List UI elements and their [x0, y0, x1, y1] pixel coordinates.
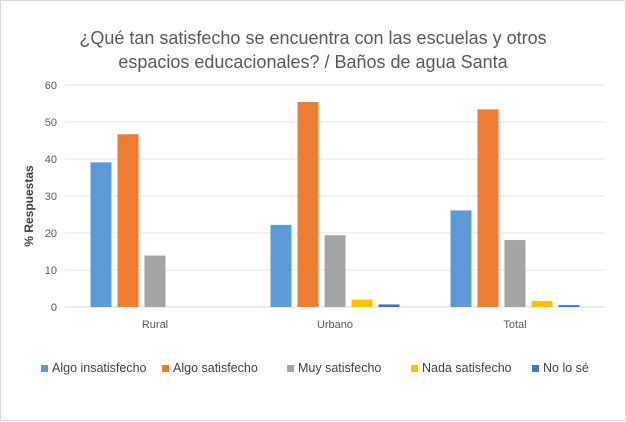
y-tick-label: 50: [45, 117, 57, 129]
bar-rural-3: [144, 255, 166, 307]
legend-swatch: [41, 365, 48, 372]
y-axis-ticks: 0 10 20 30 40 50 60: [45, 80, 57, 314]
bar-total-3: [504, 240, 526, 307]
bar-total-1: [450, 210, 472, 307]
legend-swatch: [287, 365, 294, 372]
y-tick-label: 20: [45, 228, 57, 240]
legend-label: Nada satisfecho: [422, 361, 512, 375]
bar-total-5: [558, 305, 580, 307]
x-axis-ticks: Rural Urbano Total: [142, 319, 527, 331]
legend: Algo insatisfecho Algo satisfecho Muy sati…: [41, 361, 589, 375]
legend-label: Muy satisfecho: [298, 361, 381, 375]
legend-swatch: [532, 365, 539, 372]
bar-rural-1: [90, 162, 112, 307]
bar-total-2: [477, 109, 499, 307]
bar-total-4: [531, 301, 553, 307]
bar-rural-2: [117, 134, 139, 307]
y-tick-label: 60: [45, 80, 57, 92]
legend-label: Algo insatisfecho: [52, 361, 147, 375]
x-tick-label: Urbano: [317, 319, 353, 331]
legend-swatch: [411, 365, 418, 372]
bar-urbano-1: [270, 224, 292, 307]
chart-title-line-2: espacios educacionales? / Baños de agua …: [118, 52, 508, 72]
legend-label: No lo sé: [543, 361, 589, 375]
x-tick-label: Rural: [142, 319, 168, 331]
y-tick-label: 0: [51, 302, 57, 314]
bar-urbano-2: [297, 102, 319, 308]
x-tick-label: Total: [503, 319, 526, 331]
chart-title-line-1: ¿Qué tan satisfecho se encuentra con las…: [79, 28, 546, 48]
legend-label: Algo satisfecho: [173, 361, 258, 375]
bar-urbano-4: [351, 299, 373, 307]
bars: [90, 102, 580, 308]
y-tick-label: 40: [45, 154, 57, 166]
bar-urbano-3: [324, 235, 346, 307]
y-axis-label: % Respuestas: [22, 165, 36, 247]
y-tick-label: 10: [45, 265, 57, 277]
y-tick-label: 30: [45, 191, 57, 203]
legend-swatch: [162, 365, 169, 372]
bar-urbano-5: [378, 304, 400, 307]
